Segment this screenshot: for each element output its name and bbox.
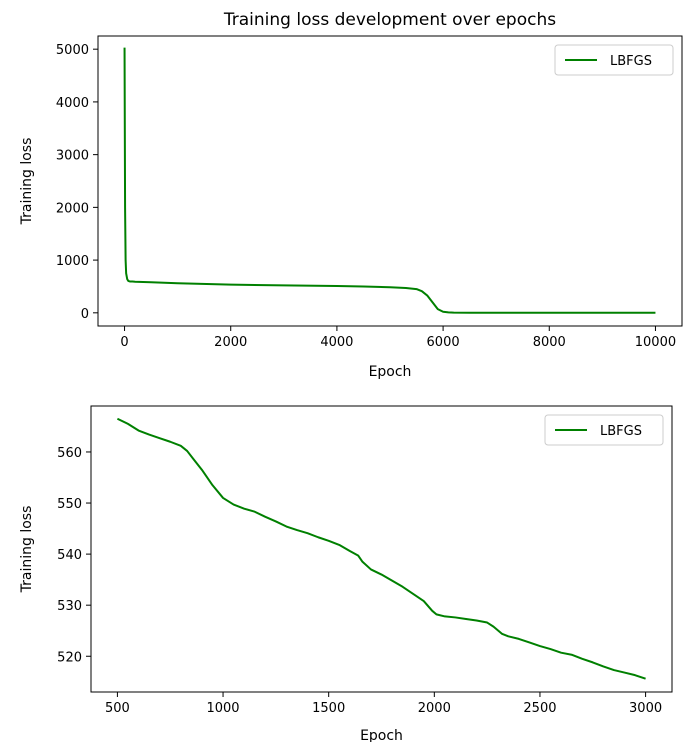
x-tick-label: 6000 — [427, 335, 460, 350]
chart-2: 500 1000 1500 2000 2500 3000 520 530 540 550 560 Ep… — [19, 405, 673, 742]
x-tick-label: 2000 — [214, 335, 247, 350]
legend-box — [544, 414, 664, 446]
y-tick-label: 550 — [57, 497, 82, 512]
x-tick-label: 4000 — [320, 335, 353, 350]
x-tick-label: 0 — [120, 335, 128, 350]
series-line-lbfgs — [123, 47, 656, 314]
x-tick-label: 2500 — [523, 701, 556, 716]
y-axis-label: Training loss — [19, 138, 35, 226]
chart-title: Training loss development over epochs — [223, 10, 556, 30]
y-tick-label: 5000 — [56, 43, 89, 58]
y-tick-label: 4000 — [56, 96, 89, 111]
legend-label: LBFGS — [600, 424, 642, 439]
x-tick-label: 2000 — [418, 701, 451, 716]
y-tick-label: 1000 — [56, 254, 89, 269]
y-tick-label: 0 — [81, 307, 89, 322]
y-tick-label: 530 — [57, 599, 82, 614]
legend: LBFGS — [544, 414, 664, 446]
legend: LBFGS — [554, 44, 674, 76]
chart-1: Training loss development over epochs 0 20… — [19, 10, 683, 380]
y-tick-label: 3000 — [56, 149, 89, 164]
y-tick-label: 560 — [57, 446, 82, 461]
plot-frame — [90, 405, 673, 693]
x-axis-label: Epoch — [369, 364, 412, 380]
x-tick-label: 1000 — [206, 701, 239, 716]
plot-frame — [97, 35, 683, 327]
x-axis-label: Epoch — [360, 728, 403, 742]
x-tick-label: 3000 — [629, 701, 662, 716]
x-tick-label: 8000 — [533, 335, 566, 350]
y-axis-label: Training loss — [19, 506, 35, 594]
series-line-lbfgs — [116, 417, 646, 680]
x-tick-label: 500 — [105, 701, 130, 716]
legend-label: LBFGS — [610, 54, 652, 69]
y-tick-label: 540 — [57, 548, 82, 563]
y-tick-label: 2000 — [56, 201, 89, 216]
y-tick-label: 520 — [57, 650, 82, 665]
legend-box — [554, 44, 674, 76]
x-tick-label: 1500 — [312, 701, 345, 716]
x-tick-label: 10000 — [635, 335, 676, 350]
